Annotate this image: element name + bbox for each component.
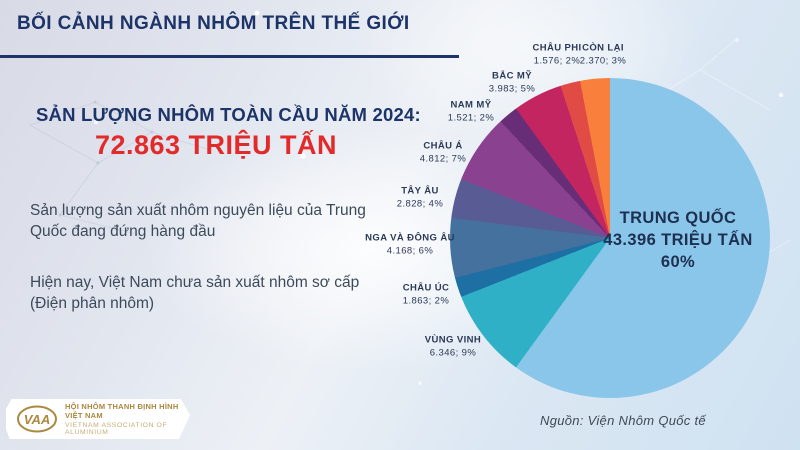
pie-slice-label: NAM MỸ 1.521; 2% <box>447 99 495 124</box>
title-underline <box>0 55 459 58</box>
paragraph-china-production: Sản lượng sản xuất nhôm nguyên liệu của … <box>30 202 366 240</box>
total-production-value: 72.863 TRIỆU TẤN <box>94 130 338 160</box>
china-label-name: TRUNG QUỐC <box>619 209 737 227</box>
source-note: Nguồn: Viện Nhôm Quốc tế <box>540 413 706 428</box>
pie-slice-label: TÂY ÂU 2.828; 4% <box>396 185 444 210</box>
page-title: BỐI CẢNH NGÀNH NHÔM TRÊN THẾ GIỚI <box>17 13 410 34</box>
pie-slice-label: VÙNG VINH 6.346; 9% <box>424 334 482 359</box>
vaa-logo-text: VAA <box>24 412 50 427</box>
pie-slice-label: CHÂU PHI 1.576; 2% <box>532 42 582 67</box>
stats-heading: SẢN LƯỢNG NHÔM TOÀN CẦU NĂM 2024: <box>36 104 421 125</box>
association-name-vn: HỘI NHÔM THANH ĐỊNH HÌNH VIỆT NAM <box>65 402 179 420</box>
china-label-percent: 60% <box>660 253 696 271</box>
vaa-logo: VAA <box>17 405 57 433</box>
association-name: HỘI NHÔM THANH ĐỊNH HÌNH VIỆT NAM VIETNA… <box>65 402 190 436</box>
pie-slice-label: BẮC MỸ 3.983; 5% <box>488 70 536 95</box>
association-name-en: VIETNAM ASSOCIATION OF ALUMINIUM <box>65 422 168 436</box>
paragraph-vietnam-status: Hiện nay, Việt Nam chưa sản xuất nhôm sơ… <box>30 274 360 312</box>
association-logo-band: VAA HỘI NHÔM THANH ĐỊNH HÌNH VIỆT NAM VI… <box>6 399 190 439</box>
pie-slice-label: NGA VÀ ĐÔNG ÂU 4.168; 6% <box>365 232 455 257</box>
pie-chart <box>450 78 770 398</box>
pie-slice-label: CHÂU ÚC 1.863; 2% <box>402 282 450 307</box>
china-label-value: 43.396 TRIỆU TẤN <box>603 231 753 249</box>
pie-slice-label: CHÂU Á 4.812; 7% <box>419 140 467 165</box>
pie-slice-label: CÒN LẠI 2.370; 3% <box>579 42 627 67</box>
china-slice-label: TRUNG QUỐC 43.396 TRIỆU TẤN 60% <box>603 207 752 273</box>
